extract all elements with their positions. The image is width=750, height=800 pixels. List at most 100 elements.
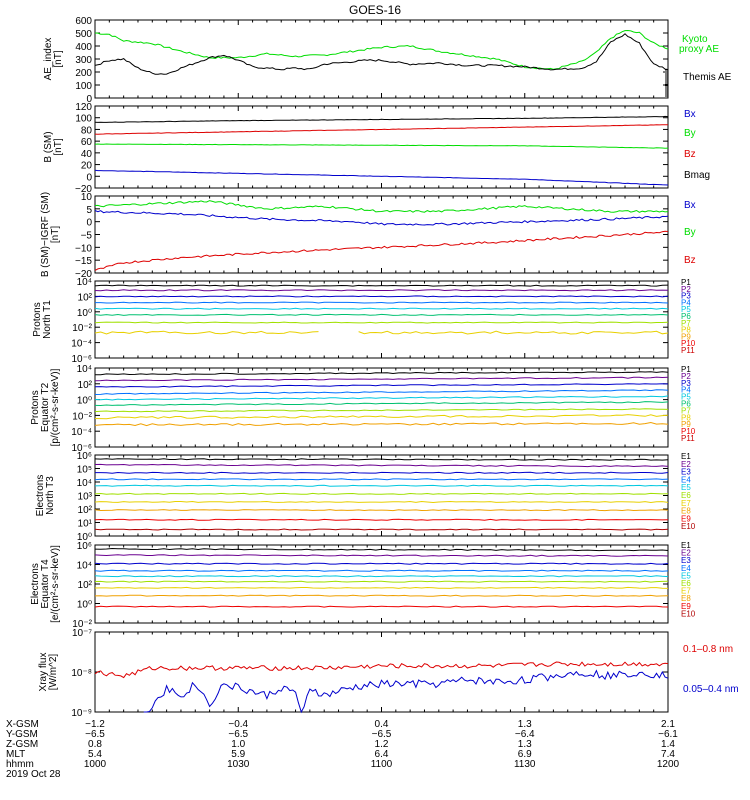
- ephemeris-value: 1.3: [518, 719, 532, 730]
- protons-t2-line-9: [94, 421, 669, 427]
- electrons-t3-ytick-label: 10⁴: [77, 478, 92, 489]
- ae-ytick-label: 300: [75, 55, 92, 66]
- electrons-t4-ylabel: [e/(cm²-s-sr-keV)]: [50, 545, 61, 623]
- electrons-t3-legend-e10: E10: [681, 522, 696, 531]
- ephemeris-value: 7.4: [661, 749, 675, 760]
- electrons-t4-legend-e5: E5: [681, 571, 691, 580]
- electrons-t3-legend-e9: E9: [681, 514, 691, 523]
- electrons-t3-ytick-label: 10³: [78, 492, 93, 503]
- electrons-t3-legend-e5: E5: [681, 483, 691, 492]
- protons-t2-legend-p7: P7: [681, 406, 691, 415]
- ephemeris-value: 6.4: [375, 749, 389, 760]
- protons-t1-legend-p9: P9: [681, 332, 691, 341]
- bdiff-panel-frame: [94, 195, 669, 274]
- electrons-t4-line-1: [94, 547, 669, 552]
- protons-t1-ytick-label: 10⁴: [77, 277, 92, 288]
- bdiff-ytick-label: 5: [86, 205, 92, 216]
- bdiff-ytick-label: 0: [86, 218, 92, 229]
- ephemeris-value: 2.1: [661, 719, 675, 730]
- protons-t2-ytick-label: 10⁻⁶: [71, 443, 92, 454]
- ephemeris-value: 1000: [84, 759, 107, 770]
- bsm-ylabel: [nT]: [53, 138, 64, 155]
- xray-short-line: [143, 669, 669, 714]
- ae-panel-frame: [94, 19, 669, 99]
- ephemeris-value: −1.2: [85, 719, 105, 730]
- bsm-ytick-label: 20: [81, 161, 93, 172]
- electrons-t4-line-5: [94, 575, 669, 578]
- ephemeris-row-label: MLT: [6, 749, 25, 760]
- electrons-t3-legend-e1: E1: [681, 452, 691, 461]
- electrons-t4-ylabel: Electrons: [30, 563, 41, 605]
- protons-t2-legend-p3: P3: [681, 379, 691, 388]
- electrons-t4-line-3: [94, 562, 669, 565]
- bsm-ytick-label: 40: [81, 149, 93, 160]
- protons-t1-legend-p2: P2: [681, 285, 691, 294]
- protons-t1-ytick-label: 10⁰: [77, 308, 92, 319]
- electrons-t3-line-2: [94, 463, 669, 468]
- electrons-t3-line-3: [95, 471, 669, 474]
- legend-xray-short: 0.05–0.4 nm: [683, 684, 739, 695]
- ephemeris-value: 1.4: [661, 739, 675, 750]
- electrons-t3-ytick-label: 10¹: [78, 519, 93, 530]
- protons-t1-line-6: [94, 313, 669, 316]
- protons-t2-ytick-label: 10⁻²: [72, 411, 92, 422]
- xray-ylabel: Xray flux: [38, 653, 49, 692]
- bdiff-bx-line: [94, 210, 669, 226]
- ephemeris-value: 1200: [657, 759, 680, 770]
- protons-t1-legend-p1: P1: [681, 278, 691, 287]
- bdiff-ytick-label: −20: [75, 269, 92, 280]
- ephemeris-row-label: X-GSM: [6, 719, 39, 730]
- electrons-t3-legend-e8: E8: [681, 507, 691, 516]
- electrons-t4-legend-e1: E1: [681, 541, 691, 550]
- protons-t2-legend-p2: P2: [681, 372, 691, 381]
- ae-kyoto-line: [94, 29, 669, 70]
- electrons-t3-line-5: [94, 484, 669, 487]
- ephemeris-value: 1.0: [231, 739, 245, 750]
- legend-bsm-bz: Bz: [684, 149, 696, 160]
- ephemeris-value: 0.4: [375, 719, 389, 730]
- protons-t2-legend-p9: P9: [681, 420, 691, 429]
- ephemeris-value: −6.1: [658, 729, 678, 740]
- xray-ytick-label: 10⁻⁹: [71, 708, 92, 719]
- legend-bsm-bmag: Bmag: [684, 170, 710, 181]
- bsm-ytick-label: 100: [75, 114, 92, 125]
- ephemeris-value: −6.5: [228, 729, 248, 740]
- bsm-ylabel: B (SM): [43, 131, 54, 162]
- electrons-t3-ytick-label: 10⁶: [77, 451, 92, 462]
- protons-t2-ylabel: Protons: [30, 390, 41, 424]
- protons-t2-ylabel: Equator T2: [40, 382, 51, 432]
- ephemeris-value: −0.4: [228, 719, 248, 730]
- protons-t1-ylabel: Protons: [32, 302, 43, 336]
- electrons-t4-ytick-label: 10⁻²: [72, 619, 92, 630]
- protons-t2-ylabel: [p/(cm²-s-sr-keV)]: [50, 368, 61, 446]
- ephemeris-value: 1.3: [518, 739, 532, 750]
- protons-t1-panel-frame: [94, 280, 669, 359]
- electrons-t4-line-4: [94, 569, 669, 572]
- bsm-by-line: [94, 143, 669, 149]
- protons-t2-line-6: [94, 401, 669, 407]
- protons-t2-legend-p5: P5: [681, 393, 691, 402]
- protons-t2-line-2: [94, 376, 669, 382]
- ephemeris-row-label: 2019 Oct 28: [6, 769, 61, 780]
- electrons-t4-ytick-label: 10²: [78, 580, 93, 591]
- ephemeris-value: 5.9: [231, 749, 245, 760]
- bsm-ytick-label: −20: [75, 184, 92, 195]
- electrons-t3-legend-e2: E2: [681, 460, 691, 469]
- protons-t2-ytick-label: 10⁴: [77, 364, 92, 375]
- bsm-bz-line: [94, 124, 669, 135]
- electrons-t4-line-9: [94, 605, 669, 608]
- protons-t1-legend-p8: P8: [681, 326, 691, 335]
- protons-t1-line-3: [94, 295, 669, 298]
- legend-kyoto: proxy AE: [679, 44, 719, 55]
- ae-ylabel: AE_index: [43, 38, 54, 81]
- ae-themis-line: [94, 33, 669, 75]
- legend-bsm-bx: Bx: [684, 109, 696, 120]
- protons-t2-ytick-label: 10⁻⁴: [71, 427, 92, 438]
- ae-ylabel: [nT]: [53, 50, 64, 67]
- electrons-t4-line-2: [94, 554, 669, 557]
- protons-t2-line-7: [94, 408, 669, 413]
- protons-t1-line-5: [94, 307, 669, 310]
- ephemeris-value: 5.4: [88, 749, 102, 760]
- bsm-bx-line: [94, 169, 669, 186]
